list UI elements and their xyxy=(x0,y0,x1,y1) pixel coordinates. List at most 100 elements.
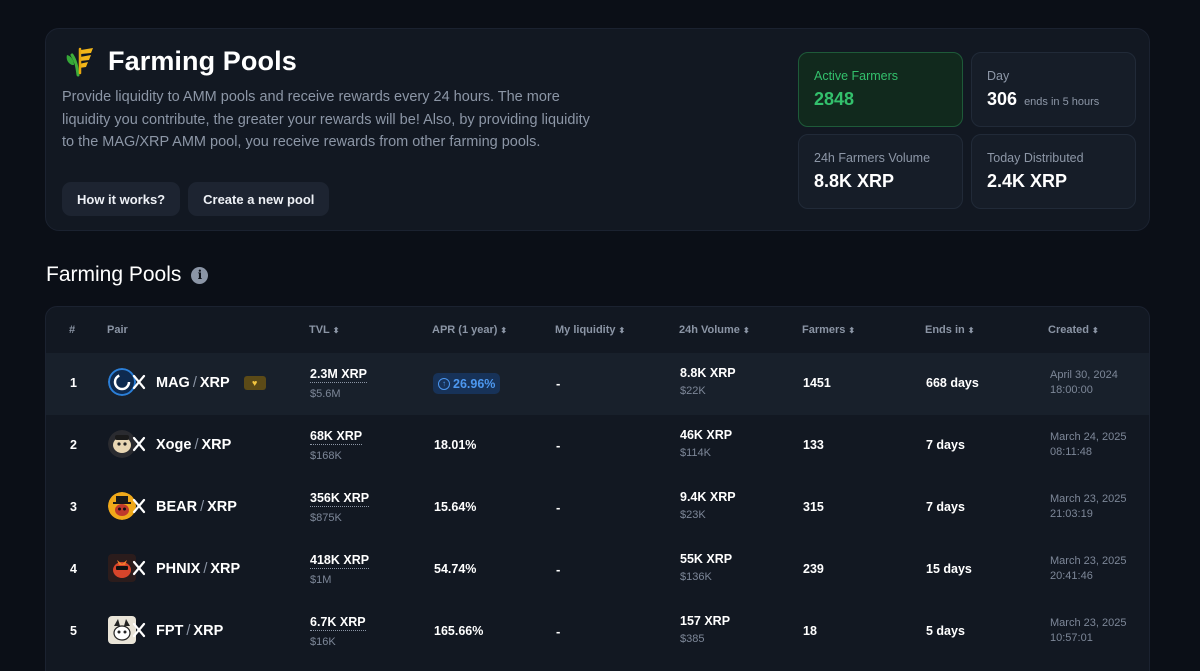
wheat-logo-icon xyxy=(66,47,93,77)
apr-value: 54.74% xyxy=(434,562,477,576)
volume-usd: $114K xyxy=(680,447,711,459)
created-time: 08:11:48 xyxy=(1050,446,1093,458)
my-liquidity: - xyxy=(556,438,561,453)
sort-icon: ⬍ xyxy=(500,326,508,335)
sort-icon: ⬍ xyxy=(742,326,750,335)
pair-base: FPT xyxy=(156,623,184,639)
farmers-count: 239 xyxy=(803,562,824,576)
row-number: 5 xyxy=(70,624,77,638)
sort-icon: ⬍ xyxy=(332,326,340,335)
pair-quote: XRP xyxy=(193,623,224,639)
page-title: Farming Pools xyxy=(108,45,297,76)
created-time: 10:57:01 xyxy=(1050,632,1093,644)
table-row[interactable]: 2 Xoge / XRP 68K XRP $168K 18.01% - 46K XRP… xyxy=(70,428,1127,462)
volume-value: 9.4K XRP xyxy=(680,490,736,504)
tvl-value: 356K XRP xyxy=(310,491,370,507)
tvl-usd: $16K xyxy=(310,636,336,648)
heart-badge-icon: ♥ xyxy=(243,376,266,390)
section-title: Farming Pools xyxy=(46,263,182,286)
xrp-token-icon xyxy=(132,622,146,638)
col-ends-header[interactable]: Ends in ⬍ xyxy=(925,324,975,336)
pair-base: PHNIX xyxy=(156,561,201,577)
row-number: 3 xyxy=(70,500,77,514)
volume-value: 157 XRP xyxy=(680,614,731,628)
volume-usd: $136K xyxy=(680,571,712,583)
table-row[interactable]: 1 MAG / XRP ♥ 2.3M XRP $5.6M ↑ 26.96% - 8.8K… xyxy=(46,353,1149,415)
ends-in: 7 days xyxy=(926,500,965,514)
arrow-up-icon: ↑ xyxy=(438,377,450,390)
xrp-token-icon xyxy=(132,498,146,514)
row-number: 1 xyxy=(70,376,77,390)
tvl-usd: $168K xyxy=(310,450,342,462)
col-apr-header[interactable]: APR (1 year) ⬍ xyxy=(432,324,508,336)
active-farmers-label: Active Farmers xyxy=(814,69,899,83)
created-time: 20:41:46 xyxy=(1050,570,1093,582)
col-num-header: # xyxy=(69,324,76,336)
pair-base: BEAR xyxy=(156,499,198,515)
col-tvl-header[interactable]: TVL ⬍ xyxy=(309,324,340,336)
volume-value: 55K XRP xyxy=(680,552,733,566)
hero-title-group: Farming Pools xyxy=(64,45,297,77)
create-pool-button[interactable]: Create a new pool xyxy=(188,182,330,216)
volume-usd: $23K xyxy=(680,509,706,521)
xrp-token-icon xyxy=(132,560,146,576)
mag-token-icon xyxy=(108,368,136,396)
created-date: March 24, 2025 xyxy=(1050,431,1127,443)
distributed-label: Today Distributed xyxy=(987,151,1084,165)
apr-value: 18.01% xyxy=(434,438,477,452)
farmers-count: 1451 xyxy=(803,376,831,390)
volume-label: 24h Farmers Volume xyxy=(814,151,931,165)
table-row[interactable]: 5 FPT / XRP 6.7K XRP $16K 165.66% - 157 XRP… xyxy=(70,614,1127,648)
tvl-value: 68K XRP xyxy=(310,429,363,445)
apr-value: 26.96% xyxy=(453,376,496,391)
farmers-count: 18 xyxy=(803,624,817,638)
my-liquidity: - xyxy=(556,562,561,577)
volume-usd: $22K xyxy=(680,385,706,397)
day-ends-text: ends in 5 hours xyxy=(1024,96,1100,108)
pair-quote: XRP xyxy=(201,437,232,453)
pair-quote: XRP xyxy=(210,561,241,577)
ends-in: 5 days xyxy=(926,624,965,638)
table-row[interactable]: 3 BEAR / XRP 356K XRP $875K 15.64% - 9.4K X… xyxy=(70,490,1127,524)
apr-value: 15.64% xyxy=(434,500,477,514)
my-liquidity: - xyxy=(556,376,561,391)
day-card: Day 306 ends in 5 hours xyxy=(971,52,1136,127)
volume-value: 46K XRP xyxy=(680,428,733,442)
col-farmers-header[interactable]: Farmers ⬍ xyxy=(802,324,856,336)
fpt-token-icon xyxy=(108,616,136,644)
my-liquidity: - xyxy=(556,624,561,639)
my-liquidity: - xyxy=(556,500,561,515)
col-created-header[interactable]: Created ⬍ xyxy=(1048,324,1099,336)
pair-base: Xoge xyxy=(156,437,192,453)
tvl-usd: $875K xyxy=(310,512,342,524)
info-icon[interactable]: i xyxy=(191,266,209,284)
day-value: 306 xyxy=(987,89,1018,109)
col-liquidity-header[interactable]: My liquidity ⬍ xyxy=(555,324,626,336)
col-volume-header[interactable]: 24h Volume ⬍ xyxy=(679,324,750,336)
table-row[interactable]: 4 PHNIX / XRP 418K XRP $1M 54.74% - 55K XRP… xyxy=(70,552,1127,586)
pair-base: MAG xyxy=(156,375,190,391)
distributed-value: 2.4K XRP xyxy=(987,171,1068,191)
sort-icon: ⬍ xyxy=(1091,326,1099,335)
tvl-value: 2.3M XRP xyxy=(310,367,367,383)
created-date: April 30, 2024 xyxy=(1050,369,1118,381)
created-time: 21:03:19 xyxy=(1050,508,1093,520)
xoge-token-icon xyxy=(108,430,136,458)
created-date: March 23, 2025 xyxy=(1050,555,1127,567)
row-number: 2 xyxy=(70,438,77,452)
created-time: 18:00:00 xyxy=(1050,384,1093,396)
how-it-works-button[interactable]: How it works? xyxy=(62,182,181,216)
section-title-group: Farming Pools i xyxy=(46,263,209,287)
apr-boost-pill: ↑ 26.96% xyxy=(433,373,501,394)
phnix-token-icon xyxy=(108,554,136,582)
ends-in: 7 days xyxy=(926,438,965,452)
active-farmers-value: 2848 xyxy=(814,89,855,109)
hero-description: Provide liquidity to AMM pools and recei… xyxy=(62,89,590,150)
pair-quote: XRP xyxy=(199,375,230,391)
sort-icon: ⬍ xyxy=(967,326,975,335)
col-pair-header: Pair xyxy=(107,324,128,336)
tvl-value: 6.7K XRP xyxy=(310,615,366,631)
row-number: 4 xyxy=(70,562,77,576)
ends-in: 15 days xyxy=(926,562,972,576)
hero-panel: Farming Pools Provide liquidity to AMM p… xyxy=(45,28,1150,231)
